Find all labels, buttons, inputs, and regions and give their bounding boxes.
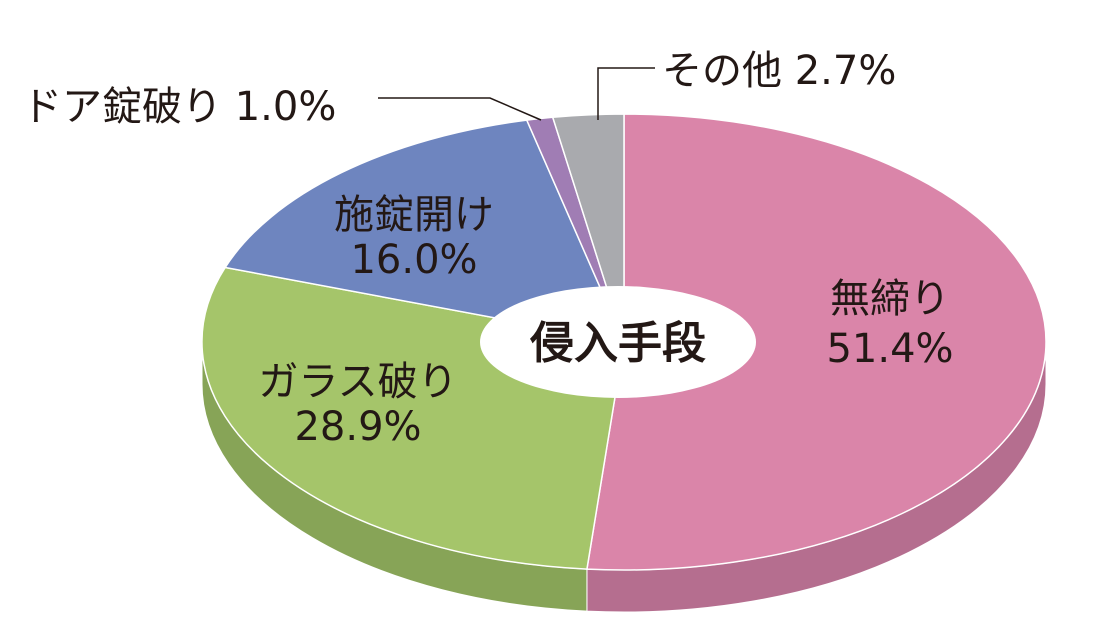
slice-label-sejo: 施錠開け [334,192,494,238]
slice-value-mujimari: 51.4% [826,326,953,372]
center-label: 侵入手段 [529,318,706,369]
slice-4 [551,113,625,343]
slice-label-glass: ガラス破り [258,359,457,405]
center-hole [480,286,756,398]
slice-label-mujimari: 無締り [830,276,950,322]
slice-0 [586,113,1047,571]
slice-label-door: ドア錠破り 1.0% [22,84,336,130]
slice-label-other: その他 2.7% [662,48,896,94]
slice-2 [223,119,626,343]
leader-line-other [597,67,655,120]
leader-line-door [378,97,542,121]
slice-value-sejo: 16.0% [350,237,477,283]
slice-value-glass: 28.9% [294,404,421,450]
